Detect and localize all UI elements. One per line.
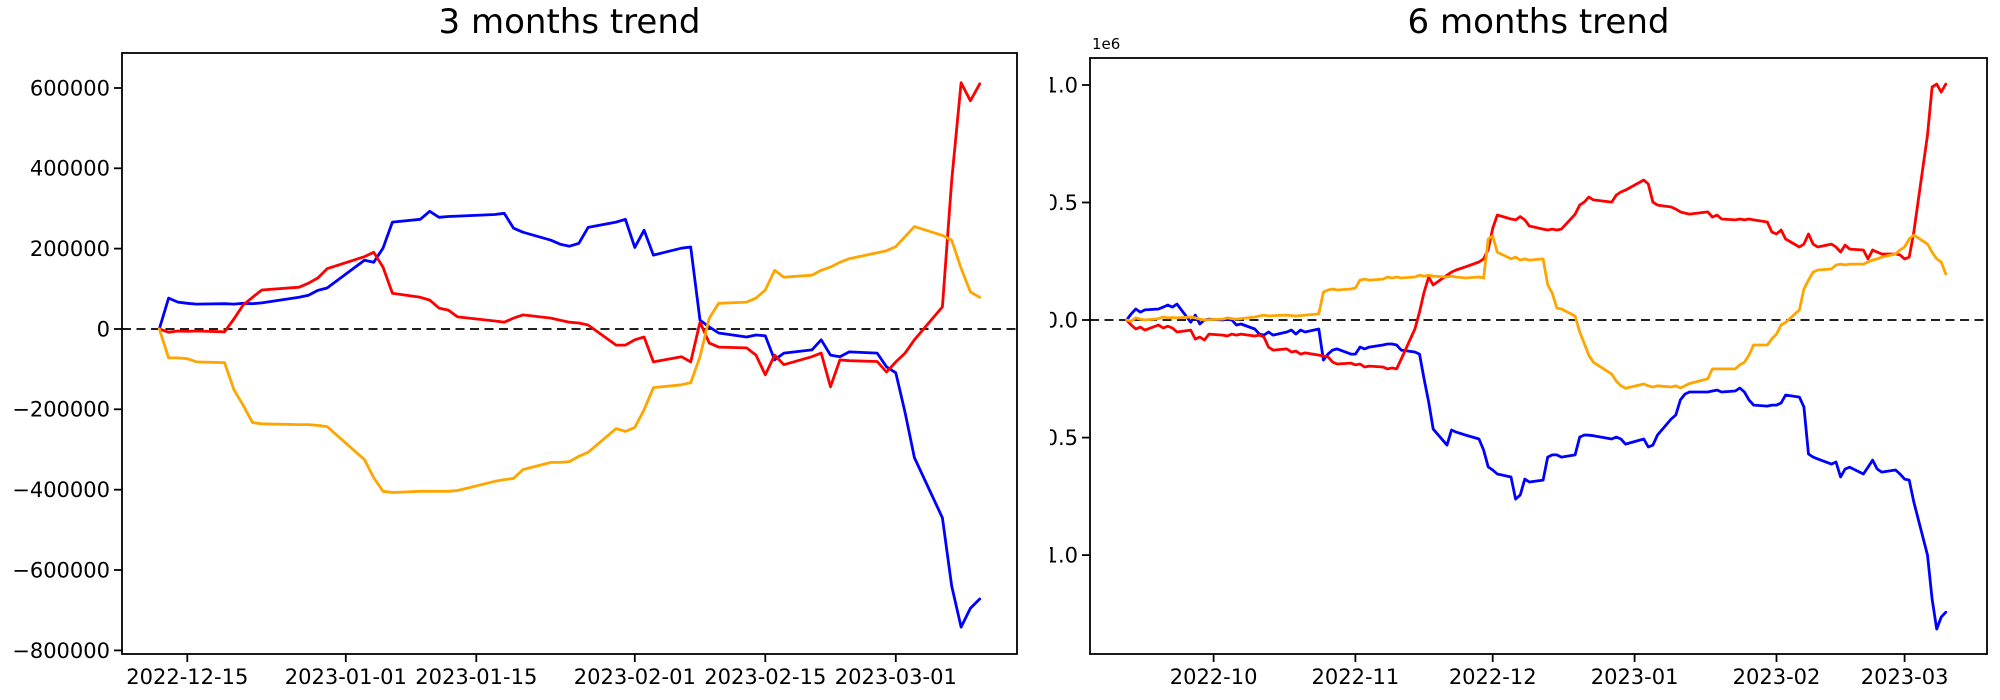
- x-axis-tick-label: 2022-10: [1170, 665, 1258, 689]
- x-axis-tick-label: 2022-12-15: [126, 665, 248, 689]
- x-axis-tick-label: 2023-02-01: [574, 665, 696, 689]
- x-axis-tick-label: 2023-03: [1861, 665, 1949, 689]
- chart-title-3-months: 3 months trend: [438, 2, 701, 42]
- series-line-orange: [157, 225, 982, 494]
- y-axis-offset-label: 1e6: [1092, 35, 1120, 53]
- x-axis-tick-label: 2023-01-15: [415, 665, 537, 689]
- x-axis-tick-label: 2023-02-15: [704, 665, 826, 689]
- x-axis-tick-label: 2022-11: [1312, 665, 1400, 689]
- y-axis-tick-label: 600000: [30, 76, 110, 100]
- y-axis-tick-label: −1.0: [1050, 543, 1078, 567]
- x-axis-tick-label: 2023-01-01: [285, 665, 407, 689]
- series-line-blue: [157, 209, 982, 629]
- y-axis-tick-label: 0: [97, 317, 110, 341]
- x-axis-tick-label: 2023-02: [1733, 665, 1821, 689]
- y-axis-tick-label: 200000: [30, 237, 110, 261]
- y-axis-tick-label: 400000: [30, 157, 110, 181]
- y-axis-tick-label: 1.0: [1050, 73, 1078, 97]
- y-axis-tick-label: −400000: [12, 478, 110, 502]
- series-line-red: [1125, 82, 1948, 371]
- y-axis-tick-label: −600000: [12, 558, 110, 582]
- series-line-blue: [1125, 302, 1948, 631]
- x-axis-tick-label: 2023-01: [1591, 665, 1679, 689]
- series-line-orange: [1125, 233, 1948, 390]
- axes-border: [1089, 57, 1988, 655]
- y-axis-tick-label: 0.5: [1050, 191, 1078, 215]
- chart-plot-3-months: 600000 400000 200000 0 −200000 −400000 −600000…: [12, 52, 1018, 689]
- y-axis-tick-label: −800000: [12, 639, 110, 663]
- series-line-red: [157, 81, 982, 389]
- x-axis-tick-label: 2023-03-01: [835, 665, 957, 689]
- x-axis-tick-label: 2022-12: [1449, 665, 1537, 689]
- chart-plot-6-months: 1.0 0.5 0.0 −0.5 −1.0 2022-10 2022-11 2022-12 20…: [1050, 35, 1988, 689]
- y-axis-tick-label: 0.0: [1050, 308, 1078, 332]
- chart-title-6-months: 6 months trend: [1407, 2, 1670, 42]
- axes-border: [121, 52, 1018, 655]
- y-axis-tick-label: −0.5: [1050, 426, 1078, 450]
- y-axis-tick-label: −200000: [12, 398, 110, 422]
